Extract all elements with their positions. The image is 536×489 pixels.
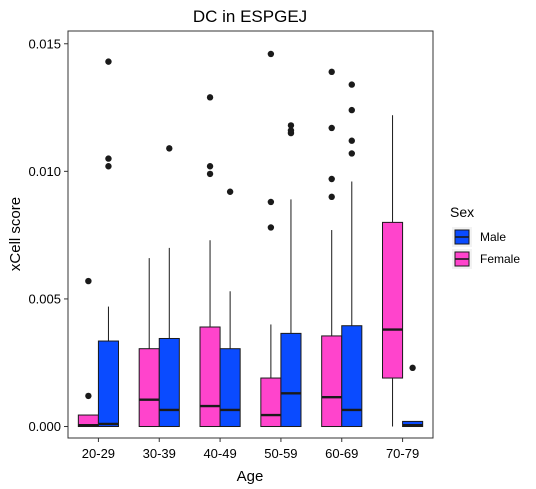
- outlier-point: [328, 68, 335, 76]
- box-male-40-49: [219, 188, 241, 428]
- outlier-point: [85, 392, 92, 400]
- outlier-point: [328, 175, 335, 183]
- outlier-point: [348, 81, 355, 88]
- legend-label-female: Female: [480, 252, 520, 266]
- chart-title: DC in ESPGEJ: [193, 7, 307, 26]
- y-tick-label: 0.010: [28, 164, 61, 179]
- outlier-point: [105, 163, 112, 170]
- box-body: [321, 335, 343, 428]
- box-body: [199, 326, 221, 428]
- box-body: [97, 340, 119, 428]
- outlier-point: [287, 122, 295, 129]
- outlier-point: [206, 170, 214, 178]
- legend-label-male: Male: [480, 230, 506, 244]
- box-male-50-59: [280, 122, 302, 428]
- legend-title: Sex: [450, 204, 474, 220]
- x-tick-label: 50-59: [264, 446, 297, 461]
- box-body: [158, 337, 180, 428]
- outlier-point: [267, 50, 275, 58]
- box-body: [219, 348, 241, 428]
- box-female-50-59: [260, 50, 282, 428]
- y-axis-title: xCell score: [7, 197, 24, 271]
- boxplot-layer: [77, 50, 424, 428]
- box-body: [260, 377, 282, 428]
- y-tick-label: 0.005: [28, 291, 61, 306]
- outlier-point: [328, 193, 335, 201]
- box-male-30-39: [158, 145, 180, 428]
- x-tick-label: 20-29: [82, 446, 115, 461]
- box-body: [280, 332, 302, 428]
- y-tick-label: 0.000: [28, 419, 61, 434]
- outlier-point: [267, 198, 275, 206]
- legend-item-female: Female: [452, 249, 520, 269]
- outlier-point: [206, 163, 214, 170]
- box-body: [402, 420, 424, 428]
- outlier-point: [105, 155, 112, 162]
- x-tick-label: 70-79: [386, 446, 419, 461]
- outlier-point: [206, 94, 214, 101]
- outlier-point: [328, 124, 335, 132]
- box-body: [341, 325, 363, 428]
- x-tick-label: 30-39: [143, 446, 176, 461]
- x-tick-label: 60-69: [325, 446, 358, 461]
- outlier-point: [287, 127, 295, 134]
- box-female-40-49: [199, 94, 221, 428]
- box-male-70-79: [402, 364, 424, 428]
- box-female-60-69: [321, 68, 343, 428]
- outlier-point: [267, 224, 275, 231]
- outlier-point: [105, 58, 112, 65]
- outlier-point: [348, 150, 355, 157]
- x-axis: 20-29 30-39 40-49 50-59 60-69 70-79: [82, 438, 419, 461]
- outlier-point: [226, 188, 234, 195]
- outlier-point: [85, 277, 92, 285]
- y-axis: 0.000 0.005 0.010 0.015: [28, 36, 68, 434]
- box-male-20-29: [97, 58, 119, 428]
- legend: Sex Male Female: [450, 204, 520, 269]
- box-body: [382, 221, 404, 379]
- box-female-70-79: [382, 115, 404, 427]
- outlier-point: [166, 145, 173, 152]
- outlier-point: [348, 137, 355, 144]
- x-tick-label: 40-49: [203, 446, 236, 461]
- outlier-point: [409, 364, 416, 372]
- box-male-60-69: [341, 81, 363, 428]
- legend-item-male: Male: [452, 227, 506, 247]
- box-body: [138, 348, 160, 428]
- x-axis-title: Age: [237, 468, 264, 485]
- y-tick-label: 0.015: [28, 36, 61, 51]
- outlier-point: [348, 106, 355, 114]
- plot-panel: [67, 30, 434, 439]
